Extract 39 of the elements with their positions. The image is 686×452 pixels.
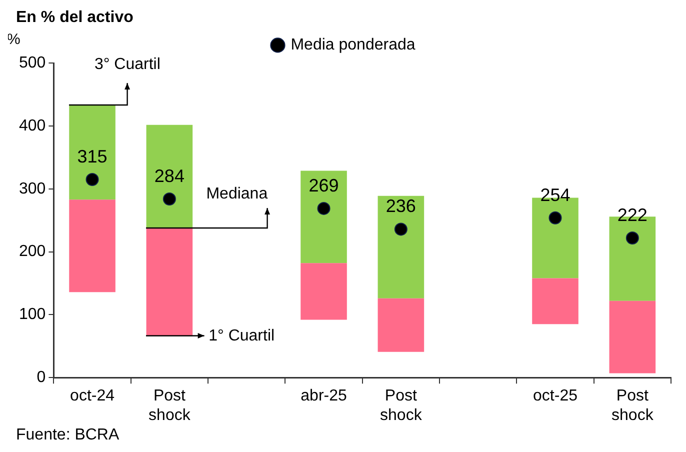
point [86, 173, 99, 186]
data-label: 269 [308, 175, 339, 196]
y-tick-label: 400 [18, 117, 46, 134]
point [317, 202, 330, 215]
source-note: Fuente: BCRA [16, 426, 120, 444]
y-tick-label: 300 [18, 180, 46, 198]
x-tick-label: Post shock [612, 388, 654, 424]
x-tick-label: oct-24 [70, 388, 115, 405]
bar [532, 278, 578, 324]
annotation: 1° Cuartil [208, 328, 275, 345]
x-tick-label: Post shock [380, 388, 423, 424]
point [162, 192, 176, 206]
annotation: Mediana [206, 185, 268, 202]
chart-title: En % del activo [16, 9, 134, 26]
bar [378, 196, 424, 298]
annotation: 3° Cuartil [94, 56, 160, 74]
bar [69, 104, 116, 200]
point [394, 222, 408, 236]
bar [146, 124, 193, 228]
y-tick-label: 500 [18, 54, 46, 72]
y-tick-label: 0 [36, 369, 46, 386]
bar [69, 200, 116, 292]
data-label: 284 [154, 166, 184, 186]
data-label: 315 [77, 146, 108, 166]
x-tick-label: oct-25 [533, 388, 578, 405]
bar [378, 298, 424, 352]
x-tick-label: abr-25 [300, 388, 347, 405]
bar [146, 228, 193, 336]
bar [300, 263, 347, 320]
x-tick-label: Post shock [148, 388, 192, 424]
bar [300, 170, 347, 264]
y-axis-title: % [7, 30, 20, 48]
data-label: 236 [386, 196, 416, 216]
bar [609, 300, 656, 374]
point [626, 232, 639, 245]
legend-label: Media ponderada [290, 36, 416, 54]
y-tick-label: 200 [18, 243, 46, 260]
point [548, 211, 562, 224]
y-tick-label: 100 [18, 306, 46, 324]
